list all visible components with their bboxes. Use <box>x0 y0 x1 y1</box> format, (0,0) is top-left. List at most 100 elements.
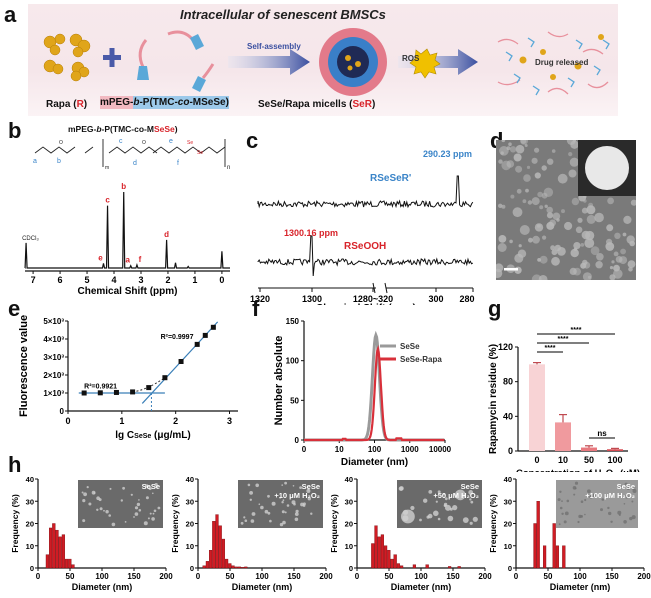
x-tick-label: 100 <box>414 572 428 581</box>
inset-particle <box>83 492 87 497</box>
micelle-particle <box>534 172 541 179</box>
y-tick-label: 30 <box>26 497 34 506</box>
micelle-particle <box>515 144 525 154</box>
x-tick-label: 10 <box>558 455 568 465</box>
inset-particle <box>423 498 428 503</box>
micelle-particle <box>528 237 533 243</box>
x-tick-label: 50 <box>385 572 394 581</box>
inset-particle <box>130 493 133 496</box>
inset-particle <box>294 512 299 516</box>
micelle-particle <box>513 153 522 162</box>
micelle-particle <box>551 149 556 153</box>
y-tick-label: 100 <box>286 357 300 366</box>
inset-particle <box>292 485 295 487</box>
inset-particle <box>561 512 564 515</box>
x-tick-label: 2 <box>173 416 178 426</box>
histogram-bar <box>71 564 75 569</box>
x-tick-label: 1000 <box>401 445 419 454</box>
inset-particle <box>243 516 246 519</box>
y-tick-label: 0 <box>508 446 513 456</box>
y-axis-label: Number absolute <box>273 336 285 426</box>
inset-particle <box>449 507 453 511</box>
data-point <box>146 385 152 391</box>
significance-label: ns <box>597 429 607 438</box>
subscript-m: m <box>105 165 109 171</box>
self-assembly-arrow-icon <box>228 49 310 75</box>
y-tick-label: 5×10³ <box>43 317 64 326</box>
histogram-bar <box>240 567 245 569</box>
inset-particle <box>462 517 469 523</box>
x-tick-label: 5 <box>85 275 90 285</box>
x-tick-label: 1280~320 <box>353 294 393 304</box>
inset-particle <box>281 510 285 514</box>
inset-particle <box>469 521 473 525</box>
x-tick-label: 1 <box>192 275 197 285</box>
inset-particle <box>82 519 86 523</box>
micelle-particle <box>590 246 600 256</box>
micelle-particle <box>547 158 554 165</box>
x-tick-label: 150 <box>127 572 141 581</box>
inset-particle <box>600 508 603 512</box>
y-tick-label: 20 <box>345 520 353 529</box>
histogram-bar <box>400 565 404 569</box>
subscript-n: n <box>227 165 230 171</box>
histogram-bar <box>552 523 556 569</box>
inset-particle <box>249 491 254 495</box>
polymer-chains-icon <box>137 30 215 92</box>
micelle-particle <box>613 264 620 272</box>
inset-particle <box>623 503 626 505</box>
inset-particle <box>81 491 84 494</box>
micelle-particle <box>534 147 540 153</box>
inset-particle <box>624 494 629 499</box>
data-point <box>202 332 208 338</box>
inset-particle <box>251 512 256 516</box>
inset-particle <box>284 511 287 514</box>
inset-particle <box>295 509 299 513</box>
micelle-particle <box>551 256 560 266</box>
x-axis-label: Diameter (nm) <box>391 582 452 592</box>
inset-particle <box>88 502 92 506</box>
inset-particle <box>559 490 562 493</box>
solvent-label: CDCl₃ <box>22 236 39 242</box>
y-tick-label: 40 <box>26 475 34 484</box>
tem-inset-particle <box>585 146 629 190</box>
histogram-bar <box>58 536 62 569</box>
micelle-particle <box>543 187 554 197</box>
rapa-molecules-icon <box>43 33 91 82</box>
micelle-particle <box>580 243 585 247</box>
x-tick-label: 100 <box>573 572 587 581</box>
micelle-particle <box>615 256 623 263</box>
x-tick-label: 2 <box>165 275 170 285</box>
x-tick-label: 0 <box>534 455 539 465</box>
panel-b-label: b <box>8 118 22 143</box>
bar <box>529 364 545 451</box>
scale-bar <box>504 268 518 271</box>
data-point <box>194 341 200 347</box>
inset-particle <box>136 502 141 507</box>
micelle-particle <box>506 146 511 151</box>
micelle-particle <box>594 212 604 223</box>
micelle-particle <box>588 202 594 208</box>
inset-particle <box>120 499 124 502</box>
x-tick-label: 150 <box>446 572 460 581</box>
inset-particle <box>410 505 415 511</box>
histogram-bar <box>374 525 378 569</box>
y-tick-label: 20 <box>186 520 194 529</box>
inset-particle <box>617 510 622 515</box>
histogram-bar <box>380 534 384 569</box>
x-axis-label: lg CSeSe (μg/mL) <box>115 430 190 441</box>
inset-particle <box>282 499 285 502</box>
micelle-particle <box>581 230 591 240</box>
inset-particle <box>250 519 255 523</box>
micelle-particle <box>583 261 591 269</box>
drug-released-icon <box>497 31 610 96</box>
inset-particle <box>279 497 281 499</box>
micelle-particle <box>577 217 583 223</box>
histogram-bar <box>387 549 391 569</box>
y-tick-label: 10 <box>26 542 34 551</box>
inset-particle <box>433 510 439 517</box>
inset-particle <box>631 500 634 503</box>
inset-particle <box>134 512 139 516</box>
x-tick-label: 100 <box>95 572 109 581</box>
micelle-particle <box>531 197 540 206</box>
